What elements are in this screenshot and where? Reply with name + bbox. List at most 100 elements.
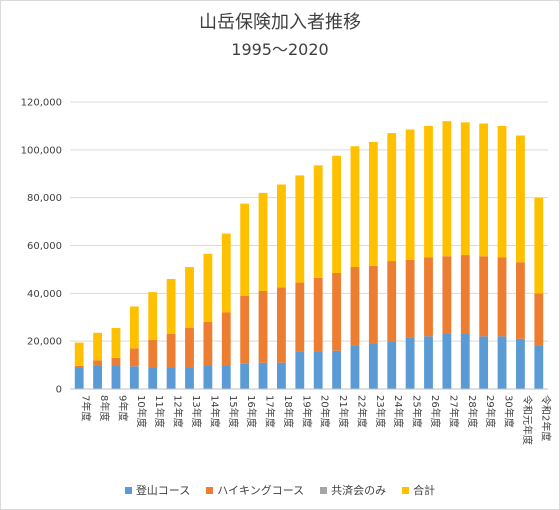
legend-label: ハイキングコース [217,484,305,497]
bar-segment-series-1 [129,348,139,367]
legend: 登山コース ハイキングコース 共済会のみ 合計 [0,482,560,498]
legend-swatch [206,486,214,494]
x-category-label: 24年度 [392,395,405,428]
bar-segment-series-3 [185,267,194,329]
bar-segment-series-0 [295,351,305,389]
chart-subtitle: 1995～2020 [231,40,329,59]
y-axis-ticks: 0 20,000 40,000 60,000 80,000 100,000 120,000 [21,98,62,396]
x-category-label: 10年度 [135,395,148,428]
bar-segment-series-3 [479,123,489,257]
bar-segment-series-0 [442,333,452,389]
bar-segment-series-3 [497,125,507,258]
y-tick-label: 40,000 [27,289,62,300]
bar-segment-series-1 [277,287,286,363]
bar-segment-series-0 [405,337,415,389]
bar-segment-series-3 [534,197,544,294]
bar-segment-series-0 [93,365,102,389]
bar-segment-series-1 [387,261,397,342]
x-category-label: 26年度 [429,395,442,428]
bar-segment-series-0 [221,365,231,389]
bar-segment-series-0 [111,365,121,389]
bar-segment-series-3 [240,203,250,296]
bar-segment-series-1 [148,339,158,368]
bar-segment-series-3 [129,306,139,349]
bar-segment-series-3 [350,146,360,268]
bar-segment-series-0 [129,366,139,389]
y-tick-label: 100,000 [21,145,62,156]
bar-segment-series-1 [166,333,176,368]
bar-segment-series-3 [368,141,378,266]
bar-segment-series-3 [203,253,213,323]
bar-segment-series-1 [185,328,194,368]
bar-segment-series-0 [258,362,268,389]
bar-segment-series-3 [111,328,121,358]
bar-segment-series-3 [148,292,158,340]
bar-segment-series-0 [166,367,176,389]
x-category-label: 17年度 [264,395,277,428]
legend-swatch [320,486,328,494]
x-category-label: 11年度 [153,395,166,428]
bar-segment-series-0 [460,333,470,389]
legend-item: 合計 [402,482,435,498]
bar-segment-series-1 [203,322,213,366]
bar-segment-series-1 [221,312,231,366]
legend-item: 共済会のみ [320,482,386,498]
bar-segment-series-1 [442,256,452,334]
x-category-label: 19年度 [300,395,313,428]
x-category-label: 13年度 [190,395,203,428]
chart-title: 山岳保険加入者推移 [199,12,361,33]
bar-segment-series-0 [240,363,250,389]
bar-segment-series-1 [240,295,250,364]
x-axis-category-labels: 7年度 8年度 9年度 10年度 11年度 12年度 13年度 14年度 15年度 16年度 17年… [80,395,553,445]
bar-segment-series-1 [534,293,544,346]
legend-item: ハイキングコース [206,482,304,498]
bar-segment-series-1 [332,273,341,351]
bar-segment-series-0 [203,365,213,389]
y-tick-label: 0 [56,385,62,396]
bar-segment-series-3 [442,121,452,257]
legend-label: 合計 [413,484,436,497]
legend-swatch [124,486,132,494]
bar-segment-series-1 [424,257,433,337]
bar-segment-series-0 [497,336,507,389]
y-tick-label: 120,000 [21,98,62,109]
bar-segment-series-0 [332,350,341,389]
bar-segment-series-3 [424,125,433,258]
x-category-label: 30年度 [503,395,516,428]
bar-segment-series-0 [534,345,544,389]
x-category-label: 7年度 [80,395,93,421]
x-category-label: 15年度 [227,395,240,428]
bar-segment-series-1 [258,290,268,363]
bar-segment-series-1 [74,365,84,368]
legend-label: 登山コース [135,484,191,497]
x-category-label: 27年度 [447,395,460,428]
bar-segment-series-3 [460,122,470,256]
bar-segment-series-1 [111,357,121,366]
x-category-label: 21年度 [337,395,350,428]
bar-segment-series-0 [350,345,360,389]
bar-segment-series-1 [479,256,489,337]
x-category-label: 14年度 [208,395,221,428]
bar-segment-series-1 [295,282,305,352]
bar-segment-series-0 [424,336,433,389]
x-category-label: 23年度 [374,395,387,428]
legend-label: 共済会のみ [331,484,387,497]
bar-segment-series-0 [277,362,286,389]
bar-segment-series-3 [313,165,323,278]
bar-segment-series-1 [368,265,378,344]
bar-segment-series-1 [460,255,470,334]
bar-segment-series-3 [74,342,84,366]
x-category-label: 29年度 [484,395,497,428]
bars [74,121,544,389]
legend-swatch [402,486,410,494]
x-category-label: 12年度 [172,395,185,428]
bar-segment-series-3 [93,332,102,361]
y-tick-label: 20,000 [27,337,62,348]
bar-segment-series-3 [295,175,305,283]
bar-segment-series-3 [332,155,341,274]
y-tick-label: 60,000 [27,241,62,252]
bar-segment-series-3 [221,233,231,313]
x-category-label: 20年度 [319,395,332,428]
x-category-label: 8年度 [98,395,111,421]
